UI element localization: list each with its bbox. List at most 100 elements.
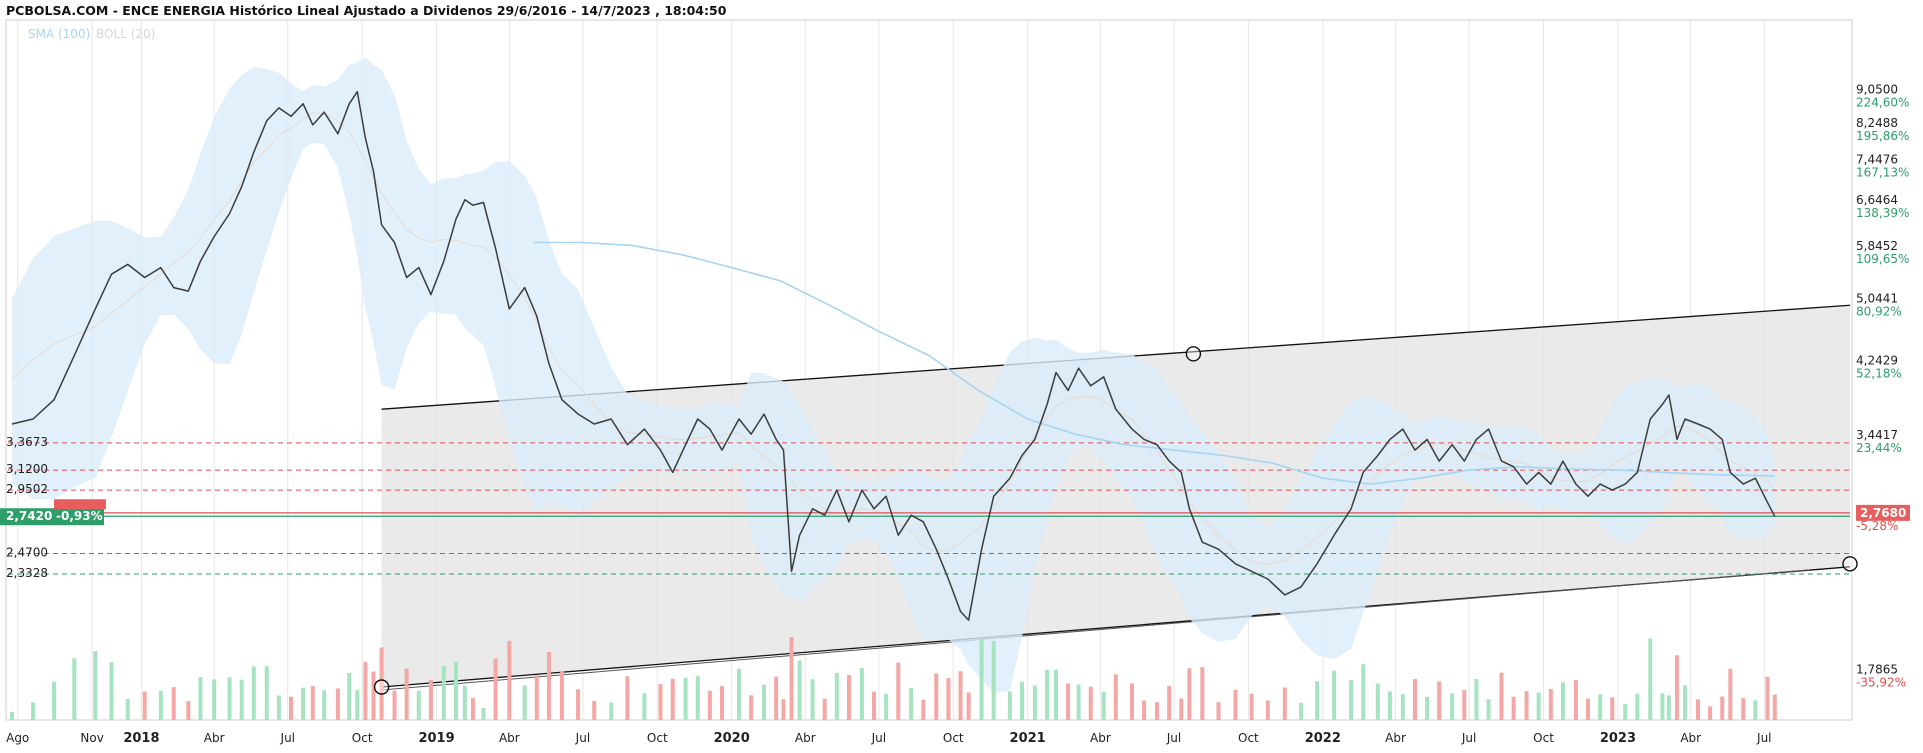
last-price-value: 2,7680 [1860,506,1906,520]
volume-bar [212,679,217,720]
volume-bar [392,690,397,720]
last-price-badge: 2,7680 [1856,504,1910,521]
volume-bar [1728,668,1733,720]
channel-lower-line-2 [381,569,1811,691]
y-tick-value: 1,7865 [1856,662,1898,676]
y-tick-value: 5,0441 [1856,292,1898,306]
volume-bar [1249,693,1254,720]
volume-bar [1623,704,1628,720]
volume-bar [322,690,327,720]
volume-bar [379,647,384,720]
volume-bar [707,690,712,720]
volume-bar [896,662,901,720]
current-price-badge: 2,7420 -0,93% [0,499,106,526]
x-tick-label: 2018 [123,731,159,746]
y-tick-percent: -35,92% [1856,675,1906,689]
volume-bar [1753,700,1758,720]
volume-bar [1155,702,1160,720]
volume-bar [1045,669,1050,720]
volume-bar [695,676,700,720]
volume-bar [1437,681,1442,720]
y-tick-percent: 224,60% [1856,96,1909,110]
volume-bar [762,684,767,720]
volume-bar [1425,696,1430,720]
volume-bar [1708,706,1713,720]
volume-bar [1660,693,1665,720]
x-tick-label: Oct [1533,731,1554,745]
volume-bar [1462,690,1467,720]
x-tick-label: Abr [204,731,225,745]
volume-bar [1772,694,1777,720]
volume-bar [363,662,368,720]
x-tick-label: Abr [1385,731,1406,745]
volume-bar [946,678,951,720]
volume-bar [1233,690,1238,720]
volume-bar [546,652,551,720]
x-tick-label: Jul [280,731,295,745]
x-tick-label: Jul [1461,731,1476,745]
volume-bar [1142,700,1147,720]
x-tick-label: Oct [943,731,964,745]
volume-bar [1019,681,1024,720]
channel-markers [373,346,1858,695]
volume-bar [1200,667,1205,720]
volume-bar [1524,690,1529,720]
volume-bar [1282,687,1287,720]
left-level-labels: 3,3673 3,1200 2,9502 2,4700 2,3328 [6,435,48,580]
volume-bar [1053,669,1058,720]
volume-bar [52,681,57,720]
current-price-value: 2,7420 [6,509,52,523]
volume-bar [1007,691,1012,720]
plot-frame [5,19,1853,721]
y-tick-value: 7,4476 [1856,152,1898,166]
volume-bar [1113,674,1118,720]
volume-bar [934,673,939,720]
volume-bar [1586,698,1591,720]
current-price-change: -0,93% [56,509,103,523]
y-tick-percent: 195,86% [1856,129,1909,143]
volume-bar [1560,682,1565,720]
y-tick-value: 9,0500 [1856,83,1898,97]
volume-bar [1332,670,1337,720]
channel-anchor-marker [1842,556,1858,572]
legend-boll[interactable]: BOLL (20) [96,27,155,41]
volume-bar [428,679,433,720]
price-line [11,90,1776,621]
y-tick-percent: 80,92% [1856,305,1902,319]
y-tick-value: 6,6464 [1856,193,1898,207]
volume-bar [125,698,130,720]
volume-bar [1635,693,1640,720]
x-tick-label: 2019 [418,731,454,746]
y-tick-value: 5,8452 [1856,239,1898,253]
x-tick-label: 2020 [714,731,750,746]
y-tick-percent: 23,44% [1856,441,1902,455]
bollinger-middle-line [11,112,1776,566]
volume-bar [416,690,421,720]
volume-bar [789,637,794,720]
y-tick-percent: 138,39% [1856,206,1909,220]
volume-bar [1666,695,1671,720]
x-tick-label: Jul [1166,731,1181,745]
volume-bar [884,693,889,720]
volume-bar [1298,702,1303,720]
x-tick-label: 2021 [1010,731,1046,746]
volume-bar [142,691,147,720]
volume-bar [872,691,877,720]
x-tick-label: Nov [80,731,103,745]
volume-bar [335,688,340,720]
x-tick-label: Abr [1090,731,1111,745]
volume-bar [289,696,294,720]
volume-bar [1765,676,1770,720]
x-axis: Ago Nov 2018 Abr Jul Oct 2019 Abr Jul Oct 2020 Abr J… [6,731,1771,746]
y-tick-percent: 52,18% [1856,366,1902,380]
y-tick-percent: 109,65% [1856,252,1909,266]
volume-bar [93,651,98,720]
volume-bar [719,686,724,720]
volume-bar [592,701,597,720]
volume-bar [276,695,281,720]
legend-sma[interactable]: SMA (100) [28,27,90,41]
y-tick-value: 4,2429 [1856,353,1898,367]
x-tick-label: Abr [795,731,816,745]
